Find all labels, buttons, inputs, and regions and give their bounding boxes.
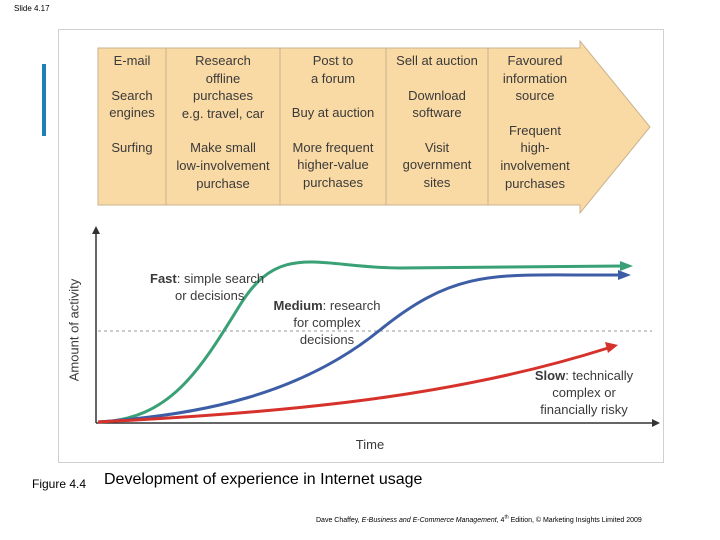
slow-name: Slow bbox=[534, 368, 566, 383]
banner-item: Research bbox=[195, 53, 251, 68]
medium-name: Medium bbox=[273, 298, 323, 313]
figure-title: Development of experience in Internet us… bbox=[104, 471, 423, 488]
banner-item: information bbox=[502, 70, 568, 86]
banner-item: Download bbox=[408, 87, 466, 103]
slow-arrowhead bbox=[605, 342, 618, 353]
medium-desc: decisions bbox=[299, 332, 355, 347]
slow-desc: : technically bbox=[565, 368, 634, 383]
progression-arrow bbox=[97, 39, 651, 215]
banner-item: Visit bbox=[424, 139, 450, 155]
banner-item: higher-value bbox=[297, 157, 369, 173]
figure-number: Figure 4.4 bbox=[32, 477, 87, 491]
banner-column-4: Sell at auction Download software Visit … bbox=[387, 52, 487, 192]
banner-item: software bbox=[412, 105, 462, 121]
banner-column-3: Post to a forum Buy at auction More freq… bbox=[281, 52, 385, 192]
medium-arrowhead bbox=[618, 270, 631, 280]
fast-curve bbox=[97, 260, 623, 424]
banner-item: Search bbox=[111, 87, 153, 103]
medium-desc: : research bbox=[322, 298, 381, 313]
banner-item: e.g. travel, car bbox=[181, 105, 265, 121]
accent-bar bbox=[42, 64, 46, 136]
fast-desc: or decisions bbox=[175, 288, 245, 303]
banner-item: high- bbox=[520, 140, 550, 156]
banner-item: purchases bbox=[505, 175, 565, 191]
banner-column-5: Favoured information source Frequent hig… bbox=[489, 52, 581, 192]
y-axis-label: Amount of activity bbox=[66, 278, 82, 382]
banner-item: E-mail bbox=[113, 53, 151, 68]
banner-item: Frequent bbox=[508, 122, 562, 138]
medium-curve bbox=[97, 273, 621, 424]
slow-desc: complex or bbox=[552, 385, 616, 400]
fast-label: Fast: simple search or decisions bbox=[150, 270, 264, 304]
banner-item: Post to bbox=[312, 53, 354, 68]
banner-column-2: Research offline purchases e.g. travel, … bbox=[167, 52, 279, 192]
banner-item: More frequent bbox=[292, 139, 374, 155]
banner-item: engines bbox=[109, 105, 155, 121]
banner-column-1: E-mail Search engines Surfing bbox=[100, 52, 164, 156]
banner-item: Make small bbox=[190, 140, 256, 156]
banner-item: purchase bbox=[196, 175, 250, 191]
slow-desc: financially risky bbox=[540, 402, 628, 417]
banner-item: involvement bbox=[500, 157, 570, 173]
fast-desc: : simple search bbox=[176, 271, 265, 286]
banner-item: Surfing bbox=[111, 139, 153, 155]
source-credit: Dave Chaffey, E-Business and E-Commerce … bbox=[316, 514, 642, 524]
banner-item: Favoured bbox=[507, 53, 563, 68]
slow-label: Slow: technically complex or financially… bbox=[535, 367, 633, 418]
banner-item: purchases bbox=[303, 174, 363, 190]
banner-item: source bbox=[515, 88, 555, 104]
slide-number: Slide 4.17 bbox=[14, 4, 50, 13]
banner-item: Sell at auction bbox=[396, 53, 478, 68]
x-axis-arrowhead bbox=[652, 419, 660, 427]
banner-item: offline bbox=[205, 70, 241, 86]
banner-item: a forum bbox=[310, 70, 356, 86]
medium-desc: for complex bbox=[293, 315, 361, 330]
banner-item: purchases bbox=[193, 88, 253, 104]
banner-item: sites bbox=[423, 174, 451, 190]
y-axis-arrowhead bbox=[92, 226, 100, 234]
banner-item: government bbox=[402, 157, 472, 173]
banner-item: Buy at auction bbox=[291, 105, 375, 121]
slow-curve bbox=[97, 346, 609, 424]
x-axis-label: Time bbox=[355, 437, 385, 452]
fast-arrowhead bbox=[620, 261, 633, 271]
banner-item: low-involvement bbox=[176, 157, 270, 173]
fast-name: Fast bbox=[150, 271, 177, 286]
medium-label: Medium: research for complex decisions bbox=[274, 297, 381, 348]
